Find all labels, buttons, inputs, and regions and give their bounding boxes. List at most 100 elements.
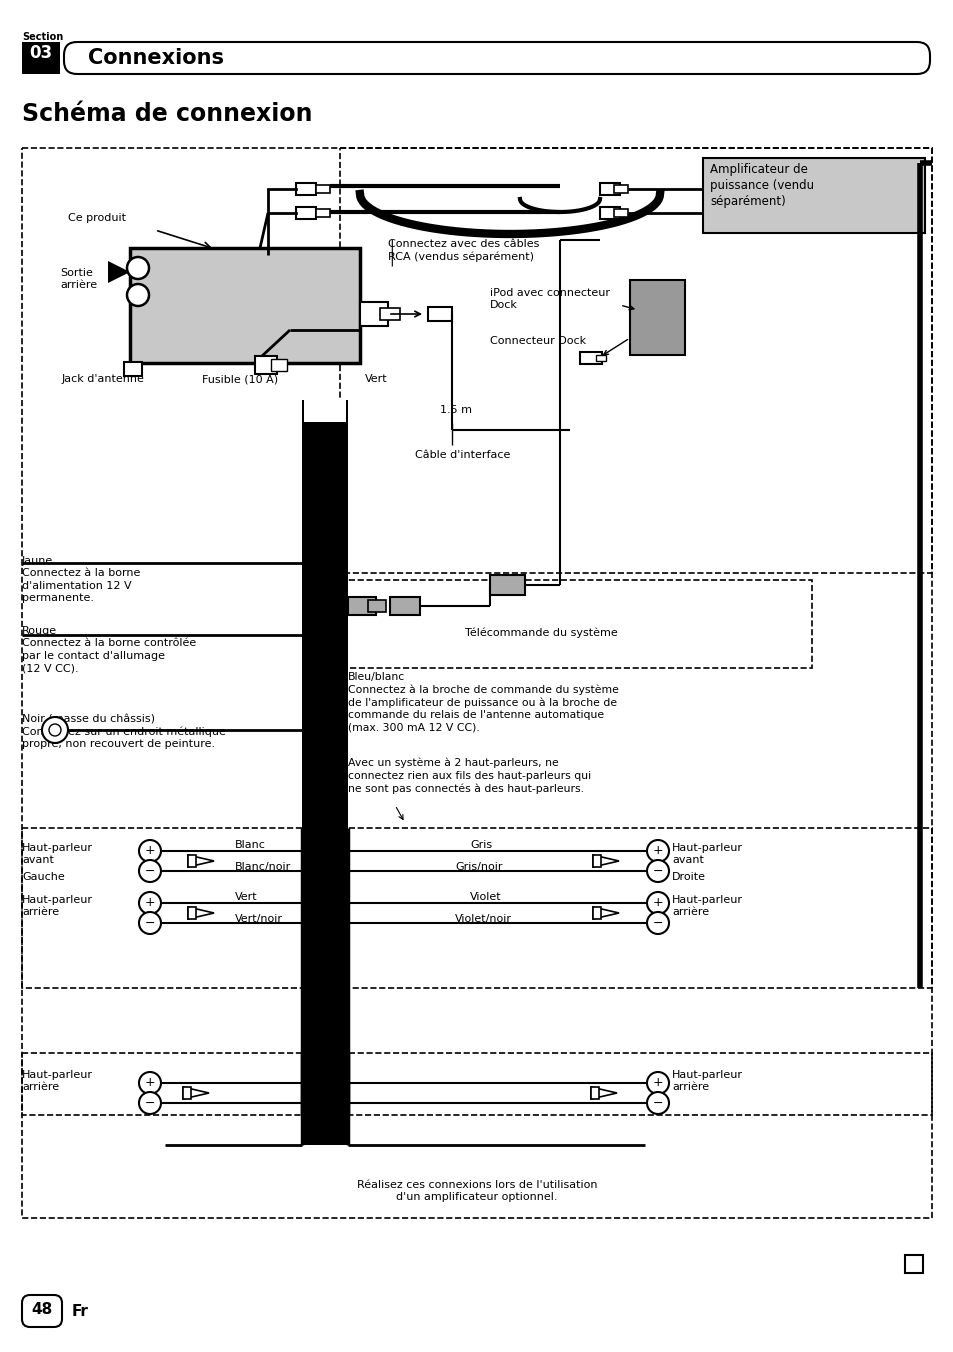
Circle shape: [139, 892, 161, 914]
Text: Violet/noir: Violet/noir: [455, 914, 512, 923]
Text: |: |: [389, 251, 394, 266]
Text: Haut-parleur
avant: Haut-parleur avant: [22, 844, 92, 865]
Text: +: +: [145, 845, 155, 857]
Circle shape: [139, 840, 161, 863]
Text: Haut-parleur
arrière: Haut-parleur arrière: [22, 1069, 92, 1092]
Bar: [295, 183, 315, 195]
Bar: [904, 1255, 923, 1274]
Bar: [22, 147, 931, 988]
Polygon shape: [593, 854, 618, 867]
Bar: [368, 600, 386, 612]
Circle shape: [139, 1092, 161, 1114]
Text: Gris: Gris: [470, 840, 492, 850]
Text: Sortie
arrière: Sortie arrière: [60, 268, 97, 291]
Text: −: −: [145, 864, 155, 877]
Text: Connexions: Connexions: [88, 49, 224, 68]
Bar: [254, 356, 276, 375]
Text: Section: Section: [22, 32, 63, 42]
Text: −: −: [652, 1096, 662, 1110]
Bar: [348, 598, 375, 615]
Circle shape: [646, 913, 668, 934]
Bar: [599, 183, 619, 195]
Text: −: −: [652, 917, 662, 930]
Bar: [359, 301, 388, 326]
Text: Droite: Droite: [671, 872, 705, 882]
Text: 1.5 m: 1.5 m: [439, 406, 472, 415]
Text: +: +: [652, 845, 662, 857]
Polygon shape: [188, 907, 213, 919]
Bar: [490, 575, 524, 595]
Text: Violet: Violet: [470, 892, 501, 902]
Bar: [22, 827, 931, 1115]
Text: Câble d'interface: Câble d'interface: [415, 450, 510, 460]
Bar: [614, 185, 627, 193]
Text: Vert: Vert: [234, 892, 257, 902]
Bar: [599, 207, 619, 219]
Text: −: −: [652, 864, 662, 877]
Bar: [390, 598, 419, 615]
Bar: [188, 854, 195, 867]
Text: Connecteur Dock: Connecteur Dock: [490, 337, 585, 346]
Text: Amplificateur de
puissance (vendu
séparément): Amplificateur de puissance (vendu séparé…: [709, 164, 813, 208]
Circle shape: [139, 1072, 161, 1094]
Text: Schéma de connexion: Schéma de connexion: [22, 101, 313, 126]
Text: Haut-parleur
arrière: Haut-parleur arrière: [671, 1069, 742, 1092]
Text: −: −: [145, 1096, 155, 1110]
Text: Haut-parleur
arrière: Haut-parleur arrière: [671, 895, 742, 918]
Bar: [22, 42, 60, 74]
Text: +: +: [145, 896, 155, 910]
Text: iPod avec connecteur
Dock: iPod avec connecteur Dock: [490, 288, 609, 311]
Bar: [379, 308, 399, 320]
Text: Jaune
Connectez à la borne
d'alimentation 12 V
permanente.: Jaune Connectez à la borne d'alimentatio…: [22, 556, 140, 603]
Text: Connectez avec des câbles
RCA (vendus séparément): Connectez avec des câbles RCA (vendus sé…: [388, 239, 538, 262]
Polygon shape: [593, 907, 618, 919]
Text: Blanc: Blanc: [234, 840, 266, 850]
Text: Avec un système à 2 haut-parleurs, ne
connectez rien aux fils des haut-parleurs : Avec un système à 2 haut-parleurs, ne co…: [348, 758, 591, 794]
Bar: [614, 210, 627, 218]
Bar: [295, 207, 315, 219]
Bar: [428, 307, 452, 320]
Bar: [579, 352, 601, 364]
Circle shape: [646, 840, 668, 863]
Text: Bleu/blanc
Connectez à la broche de commande du système
de l'amplificateur de pu: Bleu/blanc Connectez à la broche de comm…: [348, 672, 618, 733]
Text: Fusible (10 A): Fusible (10 A): [202, 375, 278, 384]
Text: 48: 48: [31, 1302, 52, 1317]
Text: Jack d'antenne: Jack d'antenne: [62, 375, 145, 384]
Text: −: −: [145, 917, 155, 930]
Bar: [339, 147, 931, 573]
Circle shape: [646, 1072, 668, 1094]
Text: Réalisez ces connexions lors de l'utilisation
d'un amplificateur optionnel.: Réalisez ces connexions lors de l'utilis…: [356, 1180, 597, 1202]
Circle shape: [127, 284, 149, 306]
Text: 03: 03: [30, 45, 52, 62]
Circle shape: [42, 717, 68, 744]
Bar: [183, 1087, 191, 1099]
Text: +: +: [652, 896, 662, 910]
Circle shape: [139, 860, 161, 882]
Text: Haut-parleur
avant: Haut-parleur avant: [671, 844, 742, 865]
Polygon shape: [108, 261, 130, 283]
Bar: [124, 362, 142, 376]
Circle shape: [127, 257, 149, 279]
Text: Vert: Vert: [365, 375, 387, 384]
Text: Gris/noir: Gris/noir: [455, 863, 502, 872]
Bar: [271, 360, 287, 370]
Bar: [302, 400, 348, 1145]
Text: +: +: [652, 1076, 662, 1090]
Text: Rouge
Connectez à la borne contrôlée
par le contact d'allumage
(12 V CC).: Rouge Connectez à la borne contrôlée par…: [22, 626, 196, 673]
Text: +: +: [145, 1076, 155, 1090]
Text: Blanc/noir: Blanc/noir: [234, 863, 291, 872]
Bar: [339, 580, 811, 668]
Polygon shape: [188, 854, 213, 867]
Bar: [22, 1053, 931, 1218]
Text: Gauche: Gauche: [22, 872, 65, 882]
Circle shape: [646, 860, 668, 882]
Bar: [590, 1087, 598, 1099]
Polygon shape: [590, 1087, 617, 1099]
Bar: [304, 400, 346, 422]
Bar: [315, 210, 330, 218]
Circle shape: [646, 1092, 668, 1114]
Polygon shape: [183, 1087, 209, 1099]
Bar: [702, 158, 924, 233]
Bar: [593, 907, 600, 919]
Bar: [596, 356, 605, 361]
